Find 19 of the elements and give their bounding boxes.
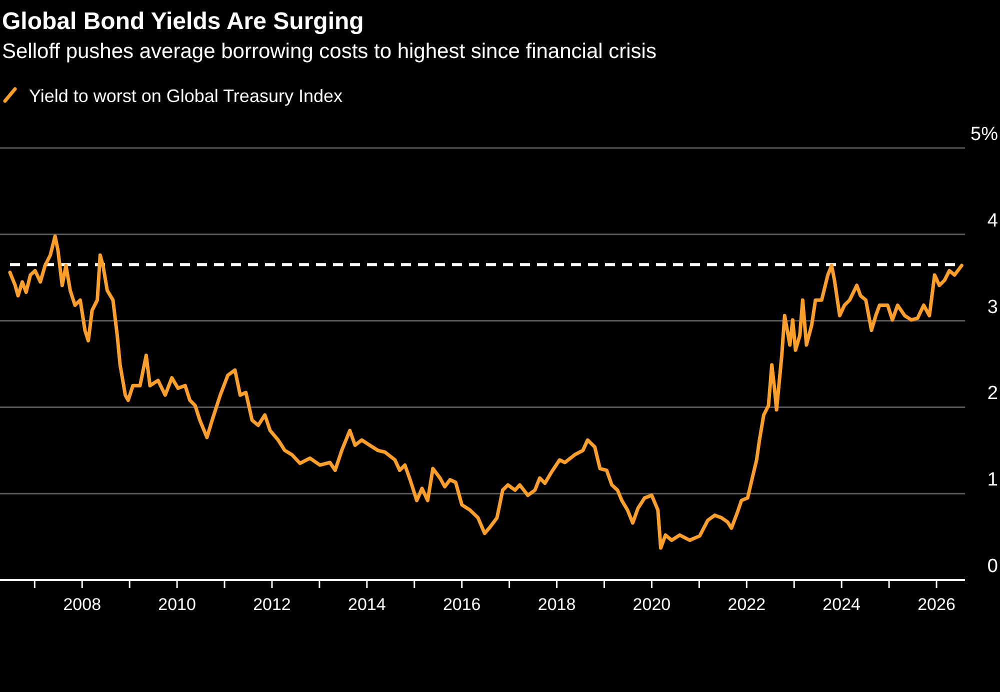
y-tick-label: 0 [987, 556, 998, 577]
y-tick-label: 5% [970, 124, 998, 145]
x-tick-label: 2010 [158, 595, 196, 614]
chart-title: Global Bond Yields Are Surging [2, 8, 364, 35]
y-tick-label: 4 [987, 210, 998, 232]
x-tick-label: 2022 [728, 595, 766, 614]
x-tick-label: 2018 [538, 595, 576, 614]
y-tick-label: 1 [987, 470, 998, 491]
x-tick-label: 2012 [253, 595, 291, 614]
legend-label: Yield to worst on Global Treasury Index [29, 86, 342, 106]
x-tick-label: 2024 [822, 595, 860, 614]
x-tick-label: 2014 [348, 595, 386, 614]
chart-subtitle: Selloff pushes average borrowing costs to highest since financial crisis [2, 40, 656, 63]
y-tick-label: 3 [987, 296, 998, 318]
y-tick-label: 2 [987, 383, 998, 404]
x-tick-label: 2020 [632, 595, 671, 614]
x-tick-label: 2026 [918, 595, 956, 614]
x-tick-label: 2016 [442, 595, 481, 614]
x-tick-label: 2008 [63, 595, 102, 614]
